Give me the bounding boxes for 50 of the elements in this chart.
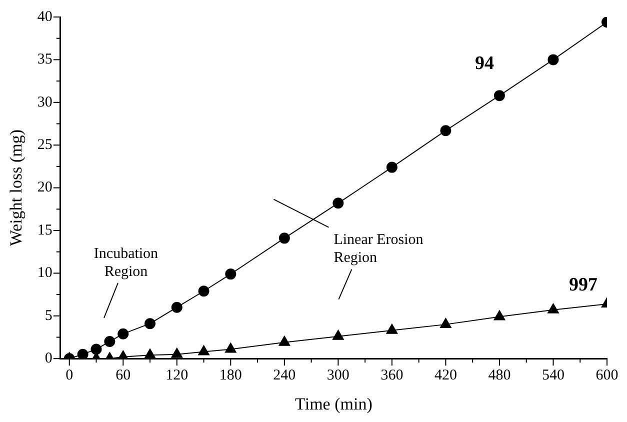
point [144,318,156,330]
annotation: Incubation Region [94,246,159,280]
point [104,336,116,348]
series-label: 94 [474,52,494,74]
point [171,348,183,358]
y-tick-label: 25 [37,137,52,154]
y-axis-title: Weight loss (mg) [6,129,26,246]
annotation: Linear Erosion Region [334,232,424,266]
point [332,198,344,209]
point [386,162,398,173]
point [332,330,344,340]
point [548,303,559,314]
point [440,125,452,136]
x-tick-label: 480 [488,368,511,384]
y-tick-label: 5 [44,308,52,324]
point [224,342,236,353]
y-tick-label: 10 [37,265,52,282]
x-tick-label: 180 [219,368,242,384]
point [548,54,559,66]
y-tick-label: 35 [37,52,52,68]
point [118,328,129,340]
y-tick-label: 20 [37,180,52,196]
x-tick-label: 120 [166,368,188,384]
point [494,90,505,102]
y-tick-label: 0 [44,350,52,367]
y-tick-label: 30 [37,94,52,110]
point [171,302,182,313]
x-tick-label: 360 [380,368,404,384]
x-tick-label: 0 [66,368,74,384]
point [225,268,236,280]
point [144,348,156,359]
y-tick-label: 40 [37,8,52,25]
y-tick-label: 15 [37,222,52,238]
point [440,318,452,328]
point [90,344,102,355]
x-axis-title: Time (min) [295,394,372,414]
point [386,324,398,334]
series-label: 997 [568,274,598,296]
point [198,286,210,297]
x-tick-label: 540 [542,368,564,384]
point [494,310,506,320]
x-tick-label: 300 [326,368,350,384]
point [278,336,290,346]
x-tick-label: 420 [434,368,457,384]
x-tick-label: 240 [273,368,296,384]
point [278,232,290,244]
x-tick-label: 60 [116,368,131,384]
point [198,345,210,356]
x-tick-label: 600 [596,368,618,384]
point [77,348,88,359]
